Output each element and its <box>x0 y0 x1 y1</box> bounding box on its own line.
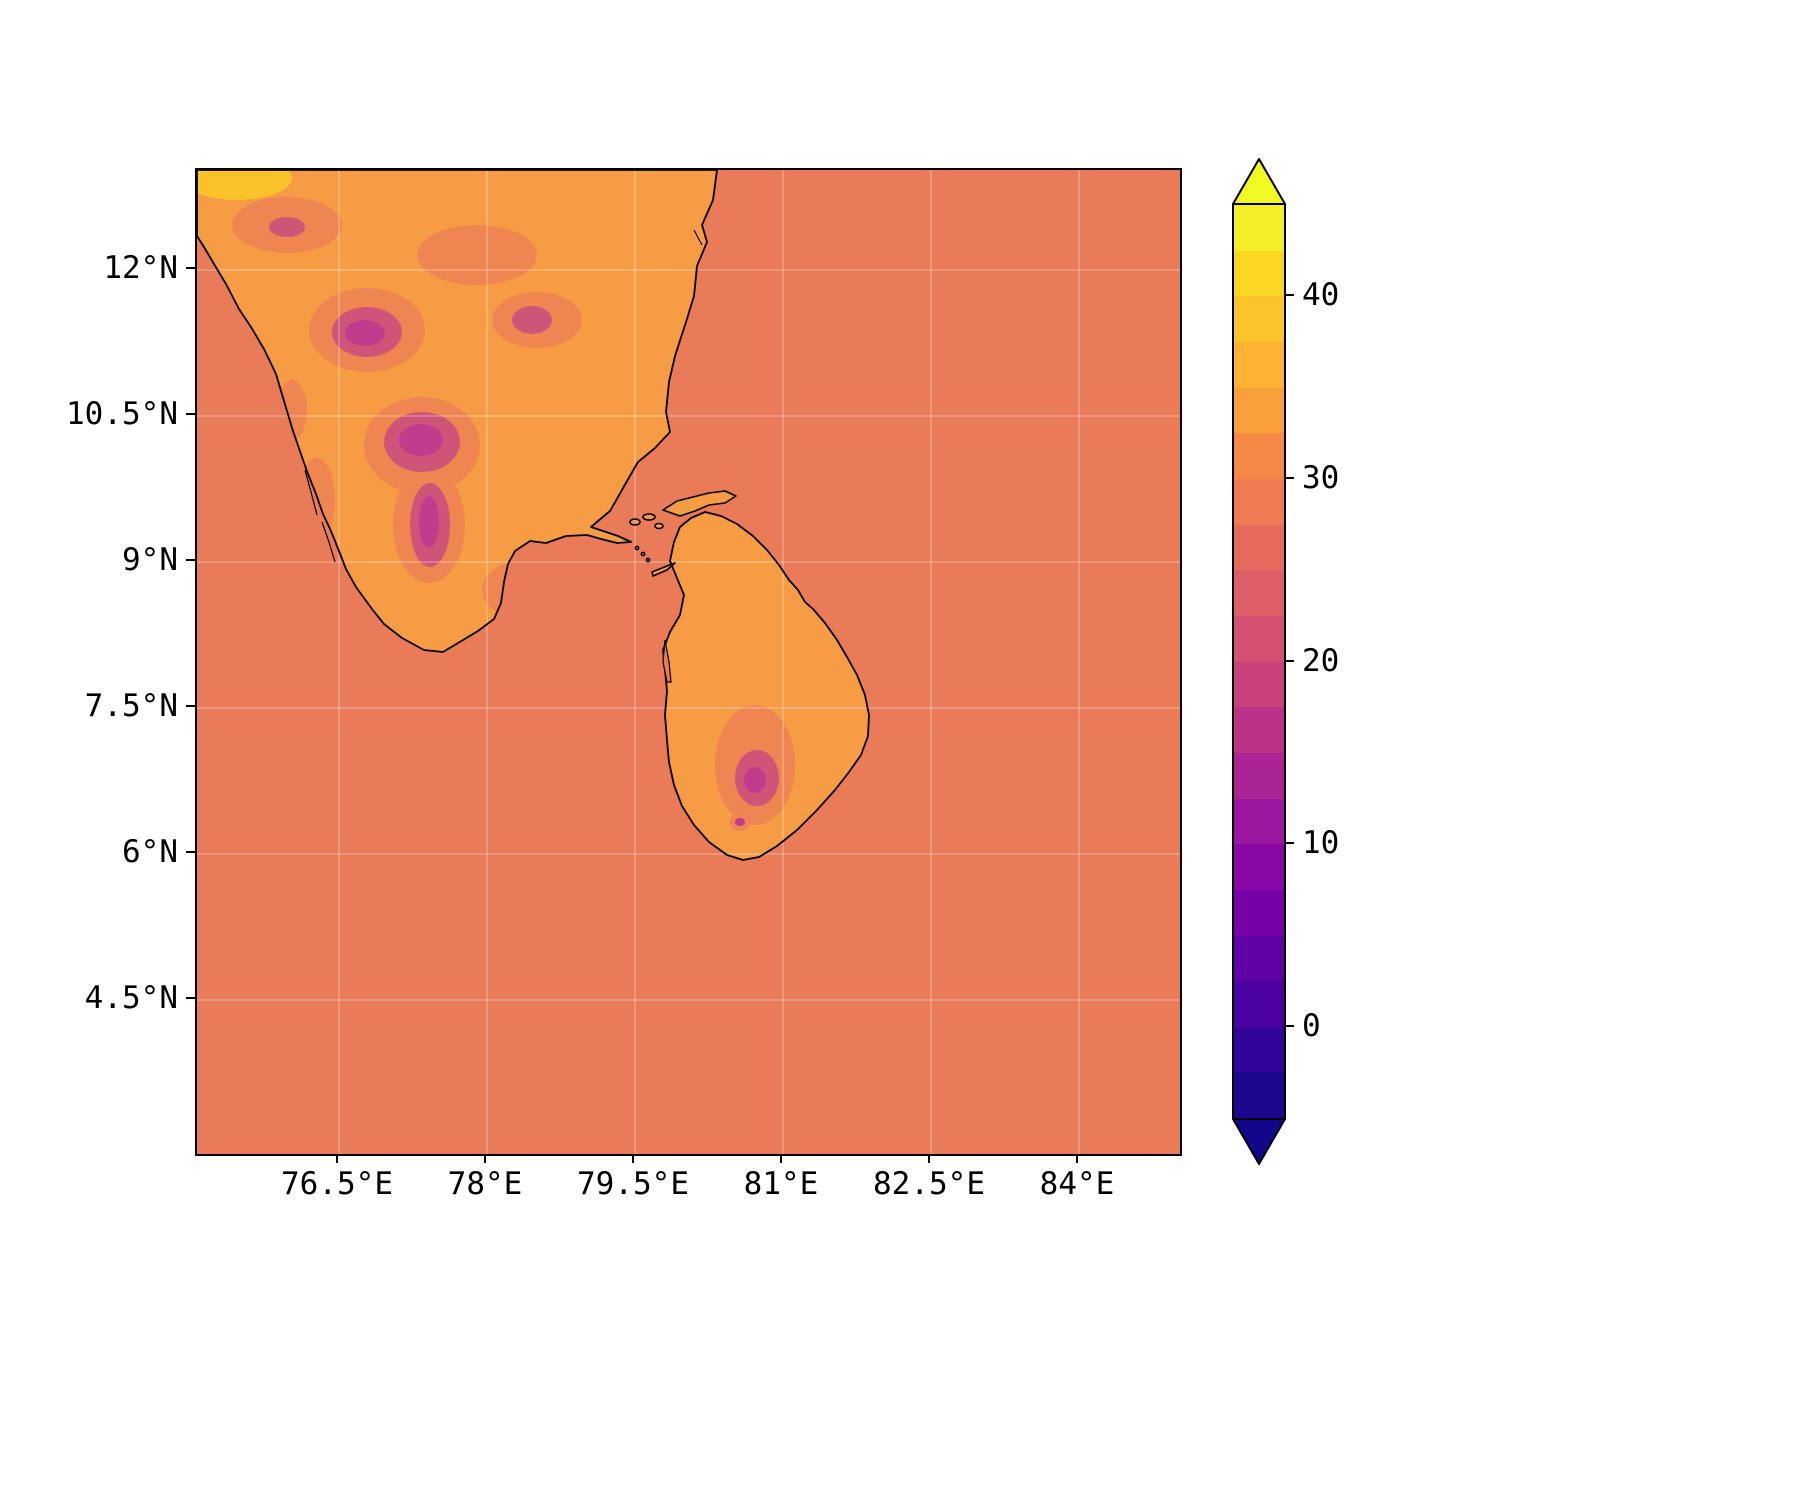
cbar-label-40: 40 <box>1302 277 1340 313</box>
lat-tick <box>186 559 195 561</box>
colorbar-band <box>1234 296 1284 342</box>
lat-tick <box>186 413 195 415</box>
colorbar-band <box>1234 433 1284 479</box>
lon-label-82-5e: 82.5°E <box>873 1166 985 1202</box>
colorbar-band <box>1234 889 1284 936</box>
cbar-label-10: 10 <box>1302 825 1340 861</box>
cbar-tick <box>1286 294 1294 296</box>
cbar-label-0: 0 <box>1302 1008 1321 1044</box>
magenta-patches <box>345 320 766 826</box>
colorbar <box>1232 158 1286 1165</box>
colorbar-over-arrow <box>1232 158 1286 205</box>
lon-tick <box>928 1154 930 1163</box>
colorbar-band <box>1234 661 1284 708</box>
lon-tick <box>1076 1154 1078 1163</box>
colorbar-band <box>1234 844 1284 890</box>
lon-label-81e: 81°E <box>743 1166 819 1202</box>
lat-label-4-5n: 4.5°N <box>84 980 178 1016</box>
lon-label-78e: 78°E <box>447 1166 523 1202</box>
cbar-label-30: 30 <box>1302 460 1340 496</box>
colorbar-band <box>1234 341 1284 388</box>
lon-label-76-5e: 76.5°E <box>281 1166 393 1202</box>
gridlines <box>197 170 1180 1154</box>
colorbar-band <box>1234 250 1284 297</box>
colorbar-under-arrow <box>1232 1118 1286 1165</box>
colorbar-band <box>1234 615 1284 662</box>
lon-label-79-5e: 79.5°E <box>577 1166 689 1202</box>
colorbar-band <box>1234 570 1284 616</box>
colorbar-band <box>1234 387 1284 434</box>
temperature-map <box>197 170 1180 1154</box>
colorbar-band <box>1234 707 1284 753</box>
lagoon-lines <box>304 229 703 683</box>
colorbar-band <box>1234 1026 1284 1073</box>
lon-tick <box>780 1154 782 1163</box>
lon-tick <box>484 1154 486 1163</box>
lat-tick <box>186 705 195 707</box>
lat-tick <box>186 851 195 853</box>
colorbar-band <box>1234 205 1284 251</box>
colorbar-band <box>1234 981 1284 1027</box>
lat-label-6n: 6°N <box>122 834 178 870</box>
colorbar-band <box>1234 478 1284 525</box>
lon-label-84e: 84°E <box>1039 1166 1115 1202</box>
lat-label-7-5n: 7.5°N <box>84 688 178 724</box>
lon-tick <box>336 1154 338 1163</box>
cbar-tick <box>1286 477 1294 479</box>
lat-label-9n: 9°N <box>122 542 178 578</box>
colorbar-band <box>1234 524 1284 571</box>
cbar-tick <box>1286 1025 1294 1027</box>
pink-patches <box>269 217 779 806</box>
lat-tick <box>186 997 195 999</box>
lon-tick <box>632 1154 634 1163</box>
colorbar-band <box>1234 1072 1284 1119</box>
small-islands <box>629 490 737 577</box>
lat-label-12n: 12°N <box>103 250 178 286</box>
cbar-tick <box>1286 842 1294 844</box>
colorbar-band <box>1234 752 1284 799</box>
colorbar-band <box>1234 935 1284 982</box>
lat-tick <box>186 267 195 269</box>
hot-patches <box>197 170 292 200</box>
cbar-label-20: 20 <box>1302 643 1340 679</box>
lat-label-10-5n: 10.5°N <box>66 396 178 432</box>
map-axes <box>195 168 1182 1156</box>
cbar-tick <box>1286 660 1294 662</box>
colorbar-band <box>1234 798 1284 845</box>
colorbar-body <box>1232 205 1286 1119</box>
